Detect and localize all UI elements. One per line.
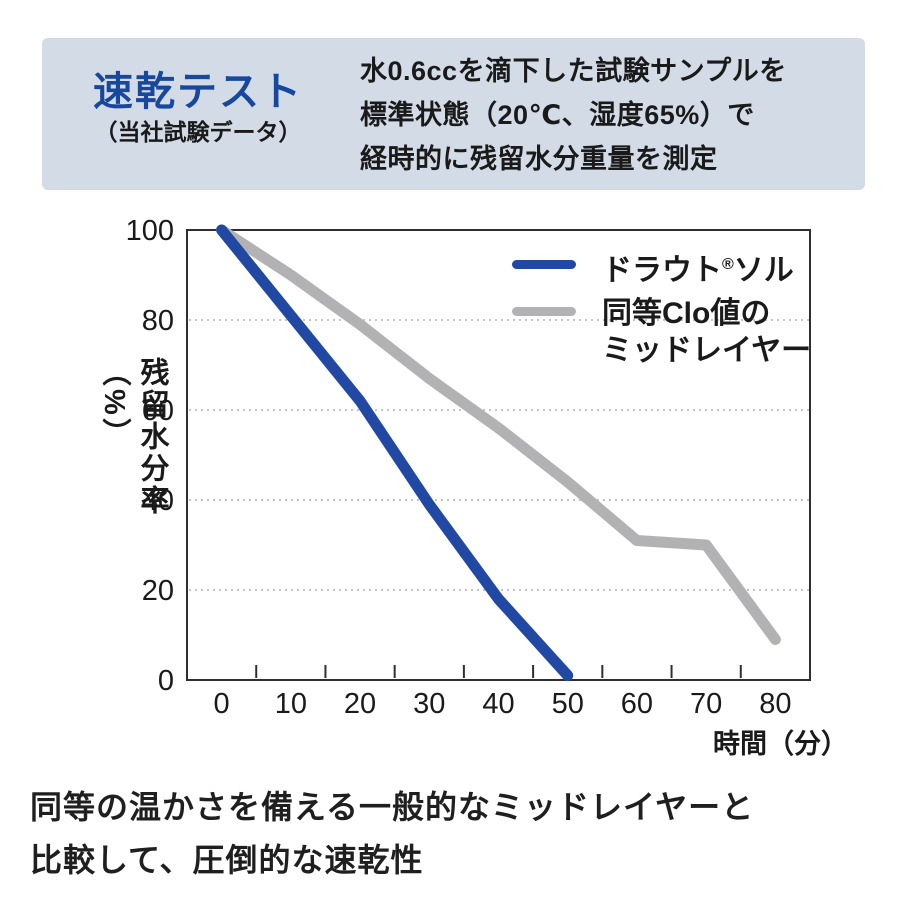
legend-label-midlayer: 同等Clo値の ミッドレイヤー bbox=[602, 297, 812, 367]
page-title: 速乾テスト bbox=[93, 70, 303, 114]
x-tick-label-70: 70 bbox=[690, 688, 722, 720]
x-tick-label-0: 0 bbox=[214, 688, 230, 720]
x-axis-title: 時間（分） bbox=[713, 729, 848, 759]
legend-swatch-blue bbox=[512, 260, 576, 269]
y-tick-label-0: 0 bbox=[158, 665, 174, 697]
registered-mark-icon: ® bbox=[722, 256, 734, 273]
test-description: 水0.6ccを滴下した試験サンプルを 標準状態（20℃、湿度65%）で 経時的に… bbox=[360, 49, 787, 181]
y-tick-label-20: 20 bbox=[142, 575, 174, 607]
page-subtitle: （当社試験データ） bbox=[94, 119, 302, 145]
y-tick-label-100: 100 bbox=[126, 215, 174, 247]
x-tick-label-80: 80 bbox=[759, 688, 791, 720]
x-tick-label-20: 20 bbox=[344, 688, 376, 720]
footer-caption: 同等の温かさを備える一般的なミッドレイヤーと 比較して、圧倒的な速乾性 bbox=[30, 781, 754, 887]
x-tick-label-50: 50 bbox=[552, 688, 584, 720]
series-line-1 bbox=[216, 224, 781, 645]
footer-line-1: 同等の温かさを備える一般的なミッドレイヤーと bbox=[30, 789, 755, 825]
plot-border bbox=[186, 229, 811, 681]
legend-label-drought-sol: ドラウト®ソル bbox=[602, 254, 794, 287]
y-tick-label-80: 80 bbox=[142, 305, 174, 337]
x-tick-label-30: 30 bbox=[413, 688, 445, 720]
description-line-1: 水0.6ccを滴下した試験サンプルを bbox=[360, 56, 787, 86]
description-line-3: 経時的に残留水分重量を測定 bbox=[360, 144, 718, 174]
chart-legend: ドラウト®ソル 同等Clo値の ミッドレイヤー bbox=[512, 246, 811, 369]
footer-line-2: 比較して、圧倒的な速乾性 bbox=[30, 842, 424, 878]
x-tick-label-10: 10 bbox=[275, 688, 307, 720]
legend-swatch-gray bbox=[512, 307, 576, 316]
header-box: 速乾テスト （当社試験データ） 水0.6ccを滴下した試験サンプルを 標準状態（… bbox=[42, 38, 865, 190]
x-tick-label-60: 60 bbox=[621, 688, 653, 720]
legend-item-midlayer: 同等Clo値の ミッドレイヤー bbox=[512, 295, 811, 369]
y-tick-label-40: 40 bbox=[142, 485, 174, 517]
header-left-column: 速乾テスト （当社試験データ） bbox=[88, 71, 308, 146]
description-line-2: 標準状態（20℃、湿度65%）で bbox=[360, 100, 755, 130]
series-line-0 bbox=[216, 224, 574, 681]
line-chart: 0 10 20 30 40 50 60 70 80 0 20 40 60 80 100 時間（分） bbox=[126, 215, 848, 759]
legend-item-drought-sol: ドラウト®ソル bbox=[512, 246, 811, 289]
y-tick-label-60: 60 bbox=[142, 395, 174, 427]
x-tick-label-40: 40 bbox=[482, 688, 514, 720]
y-axis-title: 残留水分率（%） bbox=[98, 357, 168, 517]
